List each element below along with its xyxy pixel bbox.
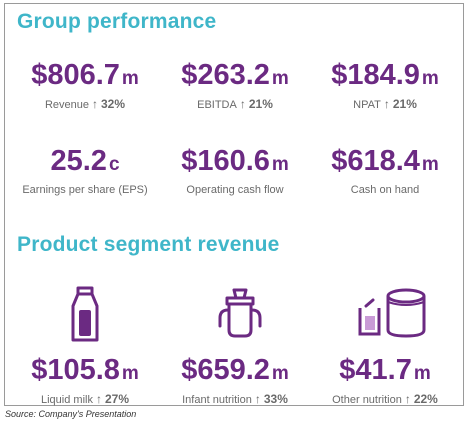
metric-label: Earnings per share (EPS) <box>22 184 148 196</box>
segment-label: Liquid milk ↑ 27% <box>41 392 129 406</box>
metric-value: $806.7 m <box>31 59 139 91</box>
segment-label: Infant nutrition ↑ 33% <box>182 392 288 406</box>
milk-bottle-icon <box>71 286 99 342</box>
segment-value: $659.2 m <box>181 354 289 386</box>
metric-value: $263.2 m <box>181 59 289 91</box>
up-arrow-icon: ↑ <box>95 392 102 406</box>
metric-label: Cash on hand <box>350 184 420 196</box>
up-arrow-icon: ↑ <box>404 392 411 406</box>
metric-operating-cash-flow: $160.6 m Operating cash flow <box>160 145 310 197</box>
metric-label: EBITDA ↑ 21% <box>197 97 273 111</box>
segment-liquid-milk: $105.8 m Liquid milk ↑ 27% <box>10 354 160 407</box>
up-arrow-icon: ↑ <box>92 97 98 111</box>
segment-other-nutrition: $41.7 m Other nutrition ↑ 22% <box>310 354 460 407</box>
product-segment-title: Product segment revenue <box>17 233 280 256</box>
metric-npat: $184.9 m NPAT ↑ 21% <box>310 59 460 112</box>
segment-value: $41.7 m <box>339 354 431 386</box>
metric-value: 25.2 c <box>50 145 120 177</box>
sippy-cup-icon <box>218 288 262 338</box>
metric-revenue: $806.7 m Revenue ↑ 32% <box>10 59 160 112</box>
group-performance-title: Group performance <box>17 10 217 33</box>
metric-value: $618.4 m <box>331 145 439 177</box>
metric-value: $160.6 m <box>181 145 289 177</box>
up-arrow-icon: ↑ <box>239 97 246 111</box>
segment-infant-nutrition: $659.2 m Infant nutrition ↑ 33% <box>160 354 310 407</box>
up-arrow-icon: ↑ <box>254 392 261 406</box>
metric-value: $184.9 m <box>331 59 439 91</box>
metric-eps: 25.2 c Earnings per share (EPS) <box>10 145 160 197</box>
metric-label: Revenue ↑ 32% <box>44 97 126 111</box>
metric-label: NPAT ↑ 21% <box>353 97 417 111</box>
metric-cash-on-hand: $618.4 m Cash on hand <box>310 145 460 197</box>
source-caption: Source: Company's Presentation <box>5 409 137 419</box>
up-arrow-icon: ↑ <box>383 97 390 111</box>
segment-label: Other nutrition ↑ 22% <box>332 392 438 406</box>
segment-value: $105.8 m <box>31 354 139 386</box>
infographic-frame: Group performance $806.7 m Revenue ↑ 32% $2… <box>4 3 464 406</box>
metric-ebitda: $263.2 m EBITDA ↑ 21% <box>160 59 310 112</box>
powder-can-icon <box>358 288 426 338</box>
metric-label: Operating cash flow <box>186 184 284 196</box>
